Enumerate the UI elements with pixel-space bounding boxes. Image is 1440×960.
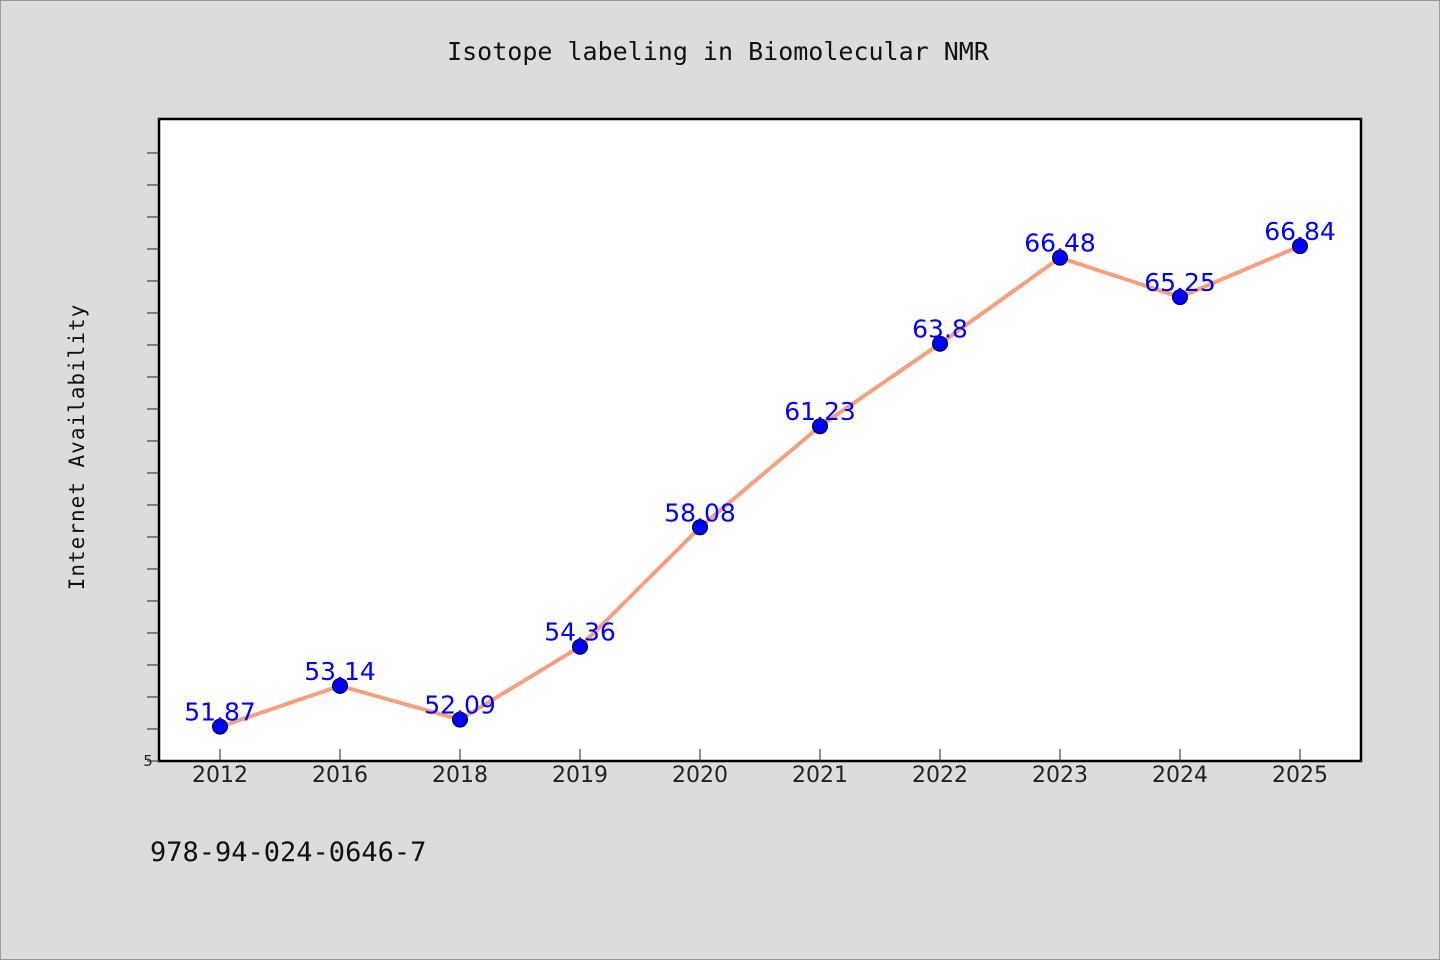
- x-tick-label: 2021: [792, 763, 848, 788]
- x-tick-label: 2018: [432, 763, 488, 788]
- data-label: 61.23: [784, 397, 856, 426]
- data-point: [932, 335, 948, 352]
- data-label: 51.87: [184, 698, 256, 727]
- data-point: [452, 711, 468, 728]
- data-label: 66.48: [1024, 229, 1096, 258]
- x-tick-label: 2025: [1272, 763, 1328, 788]
- data-label: 63.8: [912, 315, 968, 344]
- data-label: 53.14: [304, 657, 376, 686]
- x-tick-label: 2024: [1152, 763, 1208, 788]
- x-tick-label: 2020: [672, 763, 728, 788]
- y-axis-ticks: 5: [143, 152, 159, 770]
- data-label: 52.09: [424, 691, 496, 720]
- x-tick-label: 2023: [1032, 763, 1088, 788]
- data-point: [812, 418, 828, 435]
- data-label: 66.84: [1264, 217, 1336, 246]
- series-line: [218, 244, 1302, 729]
- data-labels: 51.87 53.14 52.09 54.36 58.08 61.23 63.8 66.48 6…: [184, 217, 1336, 727]
- x-tick-label: 2016: [312, 763, 368, 788]
- data-label: 54.36: [544, 618, 616, 647]
- data-point: [692, 519, 708, 536]
- x-axis-ticks: 2012 2016 2018 2019 2020 2021 2022 2023 2024 2025: [192, 749, 1328, 788]
- chart-title: Isotope labeling in Biomolecular NMR: [447, 37, 990, 66]
- data-point: [1292, 238, 1308, 255]
- data-label: 58.08: [664, 498, 736, 527]
- x-tick-label: 2012: [192, 763, 248, 788]
- data-label: 65.25: [1144, 268, 1216, 297]
- data-point: [332, 677, 348, 694]
- plot-area: [157, 117, 1363, 763]
- x-tick-label: 2022: [912, 763, 968, 788]
- data-point: [572, 638, 588, 655]
- data-point: [212, 718, 228, 735]
- data-point: [1052, 249, 1068, 266]
- data-point: [1172, 289, 1188, 306]
- y-tick-label: 5: [143, 752, 153, 770]
- y-axis-label: Internet Availability: [65, 304, 89, 591]
- footer-text: 978-94-024-0646-7: [150, 837, 426, 868]
- data-series: [212, 238, 1308, 735]
- x-tick-label: 2019: [552, 763, 608, 788]
